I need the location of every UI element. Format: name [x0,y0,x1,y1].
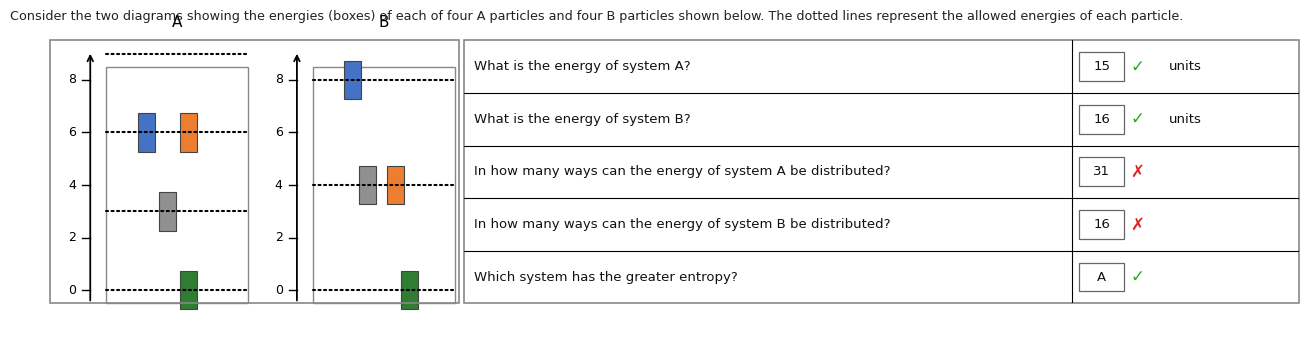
Text: 4: 4 [275,179,283,191]
Text: units: units [1168,113,1202,126]
Text: 8: 8 [68,73,76,86]
Text: A: A [1097,271,1107,283]
Text: 16: 16 [1093,113,1110,126]
Text: 2: 2 [68,231,76,244]
Text: ✓: ✓ [1130,58,1144,76]
Text: In how many ways can the energy of system B be distributed?: In how many ways can the energy of syste… [475,218,891,231]
FancyBboxPatch shape [402,271,419,309]
FancyBboxPatch shape [1079,52,1125,81]
Text: units: units [1168,60,1202,73]
FancyBboxPatch shape [181,271,198,309]
Bar [106,67,249,303]
Text: Which system has the greater entropy?: Which system has the greater entropy? [475,271,738,283]
Text: In how many ways can the energy of system A be distributed?: In how many ways can the energy of syste… [475,165,891,178]
Text: ✗: ✗ [1130,215,1144,234]
FancyBboxPatch shape [1079,263,1125,292]
FancyBboxPatch shape [1079,157,1125,186]
Text: 8: 8 [275,73,283,86]
Text: ✓: ✓ [1130,110,1144,128]
FancyBboxPatch shape [137,113,154,152]
Text: Consider the two diagrams showing the energies (boxes) of each of four A particl: Consider the two diagrams showing the en… [10,10,1184,23]
Text: 6: 6 [68,126,76,139]
FancyBboxPatch shape [1079,210,1125,239]
Text: 4: 4 [68,179,76,191]
Text: ✓: ✓ [1130,268,1144,286]
Text: ✗: ✗ [1130,163,1144,181]
Text: 2: 2 [275,231,283,244]
Text: 31: 31 [1093,165,1110,178]
FancyBboxPatch shape [181,113,198,152]
Bar [313,67,455,303]
Text: 15: 15 [1093,60,1110,73]
FancyBboxPatch shape [1079,105,1125,134]
FancyBboxPatch shape [358,166,375,204]
FancyBboxPatch shape [160,192,177,231]
Text: A: A [173,15,183,30]
Text: What is the energy of system A?: What is the energy of system A? [475,60,691,73]
Text: B: B [379,15,390,30]
Text: What is the energy of system B?: What is the energy of system B? [475,113,691,126]
Text: 16: 16 [1093,218,1110,231]
FancyBboxPatch shape [344,61,361,99]
Text: 0: 0 [68,284,76,297]
Text: 6: 6 [275,126,283,139]
FancyBboxPatch shape [387,166,404,204]
Text: 0: 0 [275,284,283,297]
